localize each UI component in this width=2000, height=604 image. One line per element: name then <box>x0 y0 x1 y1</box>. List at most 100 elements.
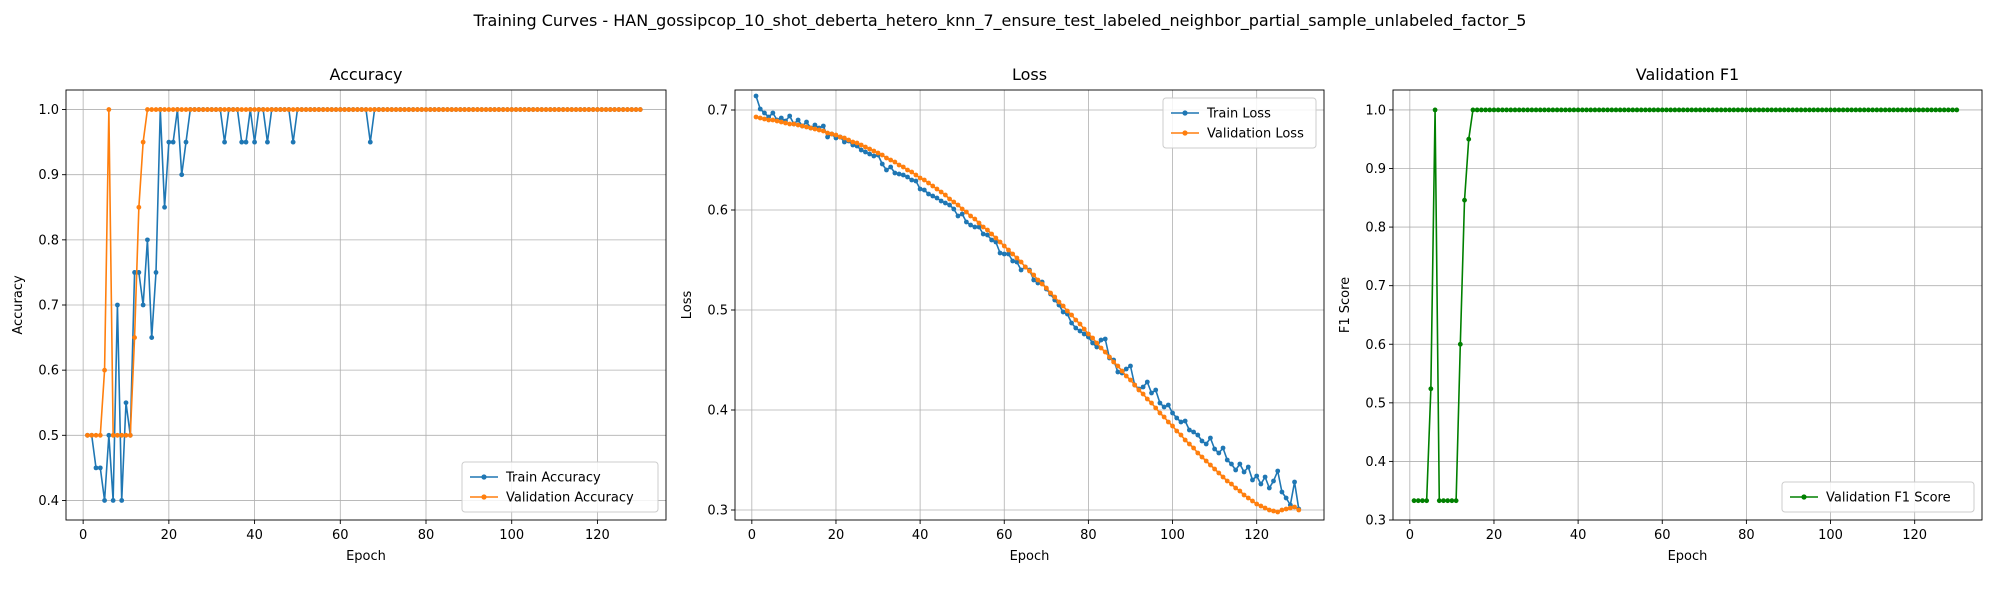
data-point <box>612 107 617 112</box>
data-point <box>166 139 172 145</box>
data-point <box>517 107 523 112</box>
data-point <box>303 107 309 112</box>
y-tick-label: 1.0 <box>38 103 59 118</box>
data-point <box>858 147 864 153</box>
legend-swatch-marker <box>1801 494 1807 500</box>
data-point <box>972 224 978 230</box>
data-point <box>132 335 137 340</box>
panel-loss: 0 20 40 60 80 100 120 0.3 0.4 0.5 0.6 0.7 Loss Epoch L… <box>680 65 1325 564</box>
data-point <box>406 107 412 112</box>
data-point <box>816 127 822 133</box>
data-point <box>342 107 347 112</box>
data-point <box>599 107 605 112</box>
data-point <box>115 432 120 438</box>
legend-item: Train Loss <box>1171 107 1271 122</box>
data-point <box>972 216 978 222</box>
data-point <box>1254 501 1260 507</box>
data-point <box>1739 107 1745 113</box>
data-point <box>93 432 99 438</box>
data-point <box>470 107 476 112</box>
y-tick-label: 0.7 <box>1365 279 1386 294</box>
data-point <box>453 107 459 112</box>
data-point <box>1470 107 1476 113</box>
data-point <box>1466 136 1472 142</box>
data-point <box>1491 107 1497 113</box>
data-point <box>325 107 330 112</box>
data-point <box>888 164 894 170</box>
data-point <box>466 107 472 112</box>
data-point <box>1056 299 1062 305</box>
data-point <box>179 107 185 112</box>
data-point <box>884 155 889 161</box>
data-point <box>1250 498 1255 504</box>
data-point <box>913 178 919 184</box>
data-point <box>833 132 839 138</box>
data-point <box>479 107 485 112</box>
data-point <box>753 93 759 99</box>
data-point <box>625 107 630 112</box>
data-point <box>1086 331 1091 337</box>
x-tick-label: 100 <box>1818 528 1843 543</box>
data-point <box>1237 488 1243 494</box>
data-point <box>1102 349 1108 355</box>
data-point <box>1170 410 1175 416</box>
data-point <box>1798 107 1804 113</box>
data-point <box>913 172 919 178</box>
data-point <box>1794 107 1800 113</box>
data-point <box>547 107 553 112</box>
data-point <box>1533 107 1539 113</box>
data-point <box>1191 429 1196 435</box>
data-point <box>1685 107 1690 113</box>
data-point <box>917 175 923 181</box>
data-point <box>1224 457 1230 463</box>
data-point <box>1262 474 1268 480</box>
y-tick-label: 0.6 <box>1365 338 1386 353</box>
data-point <box>1945 107 1951 113</box>
data-point <box>947 202 952 208</box>
data-point <box>1600 107 1606 113</box>
data-point <box>1241 469 1247 475</box>
y-tick-label: 0.7 <box>38 299 59 314</box>
data-point <box>1643 107 1648 113</box>
data-point <box>1411 498 1417 504</box>
data-point <box>115 302 120 308</box>
data-point <box>1748 107 1754 113</box>
x-tick-label: 80 <box>1738 528 1755 543</box>
data-point <box>1727 107 1732 113</box>
data-point <box>179 172 185 178</box>
data-point <box>791 121 797 127</box>
data-point <box>290 107 296 112</box>
data-point <box>951 206 957 212</box>
data-point <box>132 270 137 275</box>
data-point <box>1208 462 1213 468</box>
data-point <box>1191 445 1196 451</box>
data-point <box>1777 107 1783 113</box>
data-point <box>762 110 767 116</box>
data-point <box>260 107 266 112</box>
data-point <box>1786 107 1791 113</box>
data-point <box>1874 107 1880 113</box>
data-point <box>1634 107 1640 113</box>
legend-swatch-marker <box>1182 110 1188 116</box>
y-tick-label: 0.5 <box>1365 396 1386 411</box>
data-point <box>222 139 227 145</box>
data-point <box>997 239 1003 245</box>
data-point <box>1060 309 1066 315</box>
x-tick-label: 60 <box>1654 528 1671 543</box>
data-point <box>909 177 915 183</box>
data-point <box>217 107 223 112</box>
data-point <box>110 498 116 503</box>
data-point <box>282 107 287 112</box>
data-point <box>989 231 995 237</box>
data-point <box>1077 321 1083 327</box>
axes-frame <box>1392 89 1983 521</box>
data-point <box>926 191 931 197</box>
data-point <box>1224 478 1230 484</box>
data-point <box>1680 107 1686 113</box>
legend: Train Accuracy Validation Accuracy <box>461 461 659 513</box>
data-point <box>1718 107 1724 113</box>
axes-title: Validation F1 <box>1636 65 1739 84</box>
data-point <box>1283 495 1289 501</box>
data-point <box>1275 509 1281 515</box>
data-point <box>1149 390 1154 396</box>
